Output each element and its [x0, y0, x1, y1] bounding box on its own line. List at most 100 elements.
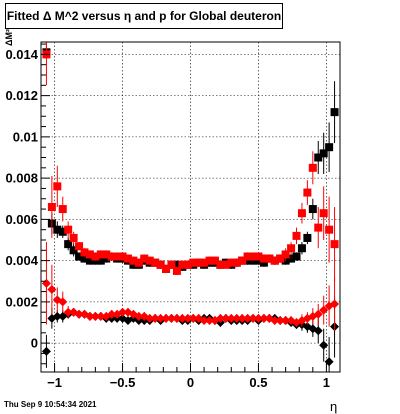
data-point	[287, 244, 296, 253]
chart-markers	[41, 42, 340, 372]
data-point	[85, 250, 94, 259]
data-point	[297, 209, 306, 218]
data-point	[183, 313, 193, 323]
data-point	[156, 313, 166, 323]
data-point	[183, 260, 192, 269]
data-point	[259, 313, 269, 323]
data-point	[80, 254, 89, 263]
data-point	[249, 252, 258, 261]
data-point	[259, 254, 268, 263]
data-point	[227, 258, 236, 267]
data-point	[172, 266, 181, 275]
data-point	[91, 252, 100, 261]
data-point	[319, 340, 329, 350]
data-point	[319, 149, 328, 158]
data-point	[205, 315, 215, 325]
data-point	[145, 313, 155, 323]
data-point	[69, 233, 78, 242]
data-point	[64, 240, 73, 249]
data-point	[74, 309, 84, 319]
x-axis-label: η	[330, 399, 338, 414]
data-point	[80, 248, 89, 257]
chart-title: Fitted Δ M^2 versus η and p for Global d…	[5, 3, 283, 29]
data-point	[330, 108, 339, 117]
data-point	[113, 252, 122, 261]
data-point	[145, 256, 154, 265]
data-point	[53, 182, 62, 191]
data-point	[123, 254, 132, 263]
data-point	[253, 313, 263, 323]
data-point	[243, 252, 252, 261]
y-tick-label: 0.002	[5, 294, 38, 309]
data-point	[297, 244, 306, 253]
data-point	[205, 256, 214, 265]
data-point	[308, 163, 317, 172]
data-point	[53, 225, 62, 234]
data-point	[189, 258, 198, 267]
data-point	[167, 260, 176, 269]
data-point	[303, 233, 312, 242]
data-point	[325, 143, 334, 152]
data-point	[325, 225, 334, 234]
data-point	[314, 223, 323, 232]
data-point	[69, 246, 78, 255]
data-point	[281, 250, 290, 259]
data-point	[330, 240, 339, 249]
data-point	[134, 311, 144, 321]
data-point	[292, 231, 301, 240]
data-point	[75, 252, 84, 261]
data-point	[232, 258, 241, 267]
data-point	[96, 256, 105, 265]
data-point	[58, 227, 67, 236]
y-axis-label: ΔM²	[4, 29, 14, 46]
data-point	[308, 205, 317, 214]
data-point	[41, 278, 51, 288]
x-tick-label: 0.5	[249, 375, 267, 390]
data-point	[151, 258, 160, 267]
data-point	[303, 188, 312, 197]
y-tick-label: 0.012	[5, 88, 38, 103]
data-point	[319, 305, 329, 315]
data-point	[276, 254, 285, 263]
data-point	[243, 313, 253, 323]
data-point	[75, 242, 84, 251]
data-point	[177, 313, 187, 323]
data-point	[210, 256, 219, 265]
y-tick-label: 0.014	[5, 47, 38, 62]
data-point	[194, 258, 203, 267]
series-1	[42, 42, 339, 282]
data-point	[330, 299, 340, 309]
data-point	[134, 258, 143, 267]
data-point	[313, 309, 323, 319]
data-point	[215, 313, 225, 323]
data-point	[156, 260, 165, 269]
timestamp-footer: Thu Sep 9 10:54:34 2021	[4, 400, 97, 409]
data-point	[226, 313, 236, 323]
data-point	[238, 256, 247, 265]
data-point	[199, 315, 209, 325]
data-point	[248, 313, 258, 323]
data-point	[270, 256, 279, 265]
data-point	[41, 346, 51, 356]
data-point	[140, 254, 149, 263]
data-point	[232, 313, 242, 323]
data-point	[96, 311, 106, 321]
data-point	[254, 252, 263, 261]
data-point	[107, 252, 116, 261]
data-point	[221, 260, 230, 269]
chart-axes: −1 −0.5 0 0.5 1 0 0.002 0.004 0.006 0.008 0.01 0.01…	[5, 43, 341, 390]
data-point	[319, 209, 328, 218]
x-tick-label: −1	[47, 375, 62, 390]
y-tick-label: 0.008	[5, 171, 38, 186]
x-tick-label: 0	[187, 375, 194, 390]
data-point	[47, 285, 57, 294]
y-tick-label: 0	[31, 336, 38, 351]
data-point	[85, 311, 95, 321]
data-point	[63, 307, 73, 317]
data-point	[216, 260, 225, 269]
data-point	[221, 313, 231, 323]
data-point	[90, 311, 100, 321]
data-point	[150, 313, 160, 323]
data-point	[178, 260, 187, 269]
